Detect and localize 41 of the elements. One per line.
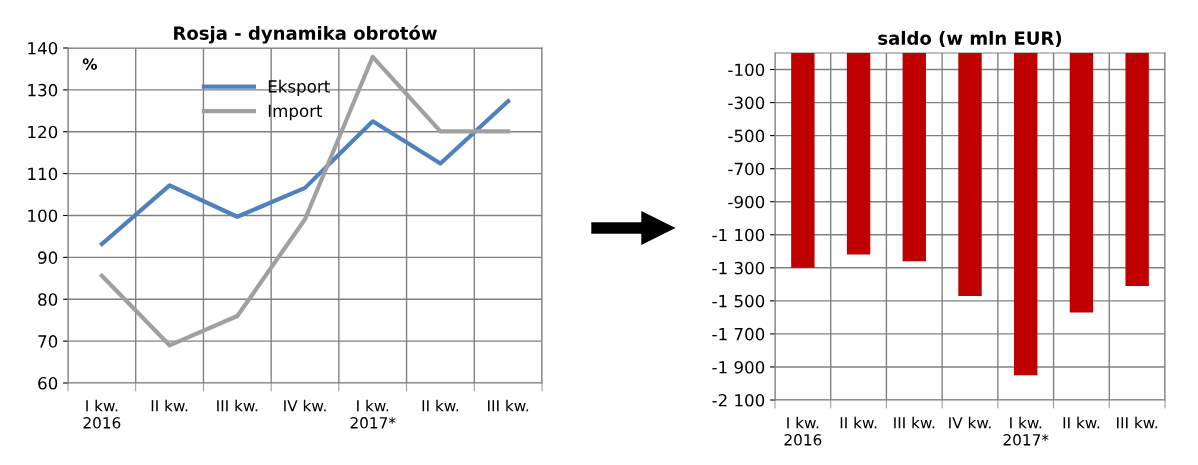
x-tick-label: II kw. [840, 416, 877, 429]
y-tick-label: 110 [28, 167, 58, 181]
line-series [99, 54, 511, 348]
x-tick-label: III kw. [488, 399, 529, 412]
chart-title: Rosja - dynamika obrotów [174, 25, 437, 44]
chart-title: saldo (w mln EUR) [878, 30, 1062, 48]
legend-label: Eksport [268, 79, 330, 96]
x-tick-label: II kw. [151, 399, 188, 412]
y-tick-label: -700 [728, 162, 765, 176]
x-tick-label: I kw. 2017* [350, 399, 396, 429]
x-tick-label: II kw. [422, 399, 459, 412]
x-tick-label: II kw. [1063, 416, 1100, 429]
x-tick-label: IV kw. [949, 416, 991, 429]
x-tick-label: I kw. 2016 [83, 399, 121, 429]
y-tick-label: -1 900 [712, 360, 765, 374]
y-tick-label: -100 [728, 63, 765, 77]
y-tick-label: -1 100 [712, 228, 765, 242]
y-tick-label: 90 [38, 251, 58, 264]
y-tick-label: 130 [28, 83, 58, 97]
legend-label: Import [268, 104, 323, 121]
y-tick-label: -1 700 [712, 327, 765, 341]
y-tick-label: -300 [728, 96, 765, 110]
y-tick-label: -1 300 [712, 261, 765, 275]
y-tick-label: -1 500 [712, 294, 765, 308]
y-axis-title: % [82, 58, 98, 70]
x-tick-label: I kw. 2016 [784, 416, 822, 446]
x-tick-label: III kw. [894, 416, 935, 429]
y-tick-label: 80 [38, 293, 58, 306]
y-tick-label: 70 [38, 335, 58, 348]
y-tick-label: -2 100 [712, 393, 765, 407]
line-series [99, 99, 511, 247]
y-tick-label: -900 [728, 195, 765, 209]
x-tick-label: IV kw. [284, 399, 326, 412]
x-tick-label: III kw. [1117, 416, 1158, 429]
y-tick-label: 100 [28, 209, 58, 223]
y-tick-label: 60 [38, 376, 58, 390]
y-tick-label: 140 [28, 41, 58, 55]
x-tick-label: I kw. 2017* [1003, 416, 1049, 446]
y-tick-label: 120 [28, 125, 58, 139]
y-tick-label: -500 [728, 129, 765, 143]
x-tick-label: III kw. [217, 399, 258, 412]
